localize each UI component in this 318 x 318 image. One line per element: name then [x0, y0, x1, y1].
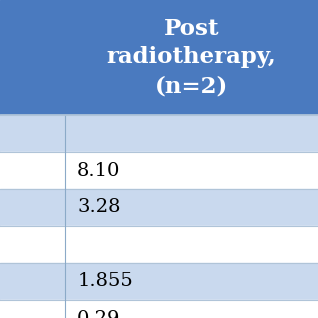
Text: 1.855: 1.855 — [77, 273, 133, 291]
Text: 0.29: 0.29 — [77, 309, 121, 318]
Bar — [0, 263, 65, 300]
Bar — [65, 0, 318, 115]
Bar — [65, 115, 318, 152]
Bar — [0, 152, 65, 189]
Bar — [0, 226, 65, 263]
Bar — [65, 263, 318, 300]
Text: 3.28: 3.28 — [77, 198, 121, 217]
Bar — [0, 115, 65, 152]
Text: Post
radiotherapy,
(n=2): Post radiotherapy, (n=2) — [107, 18, 276, 97]
Bar — [65, 189, 318, 226]
Bar — [0, 300, 65, 318]
Text: 8.10: 8.10 — [77, 162, 121, 179]
Bar — [65, 226, 318, 263]
Bar — [65, 300, 318, 318]
Bar — [0, 189, 65, 226]
Bar — [65, 152, 318, 189]
Bar — [0, 0, 65, 115]
